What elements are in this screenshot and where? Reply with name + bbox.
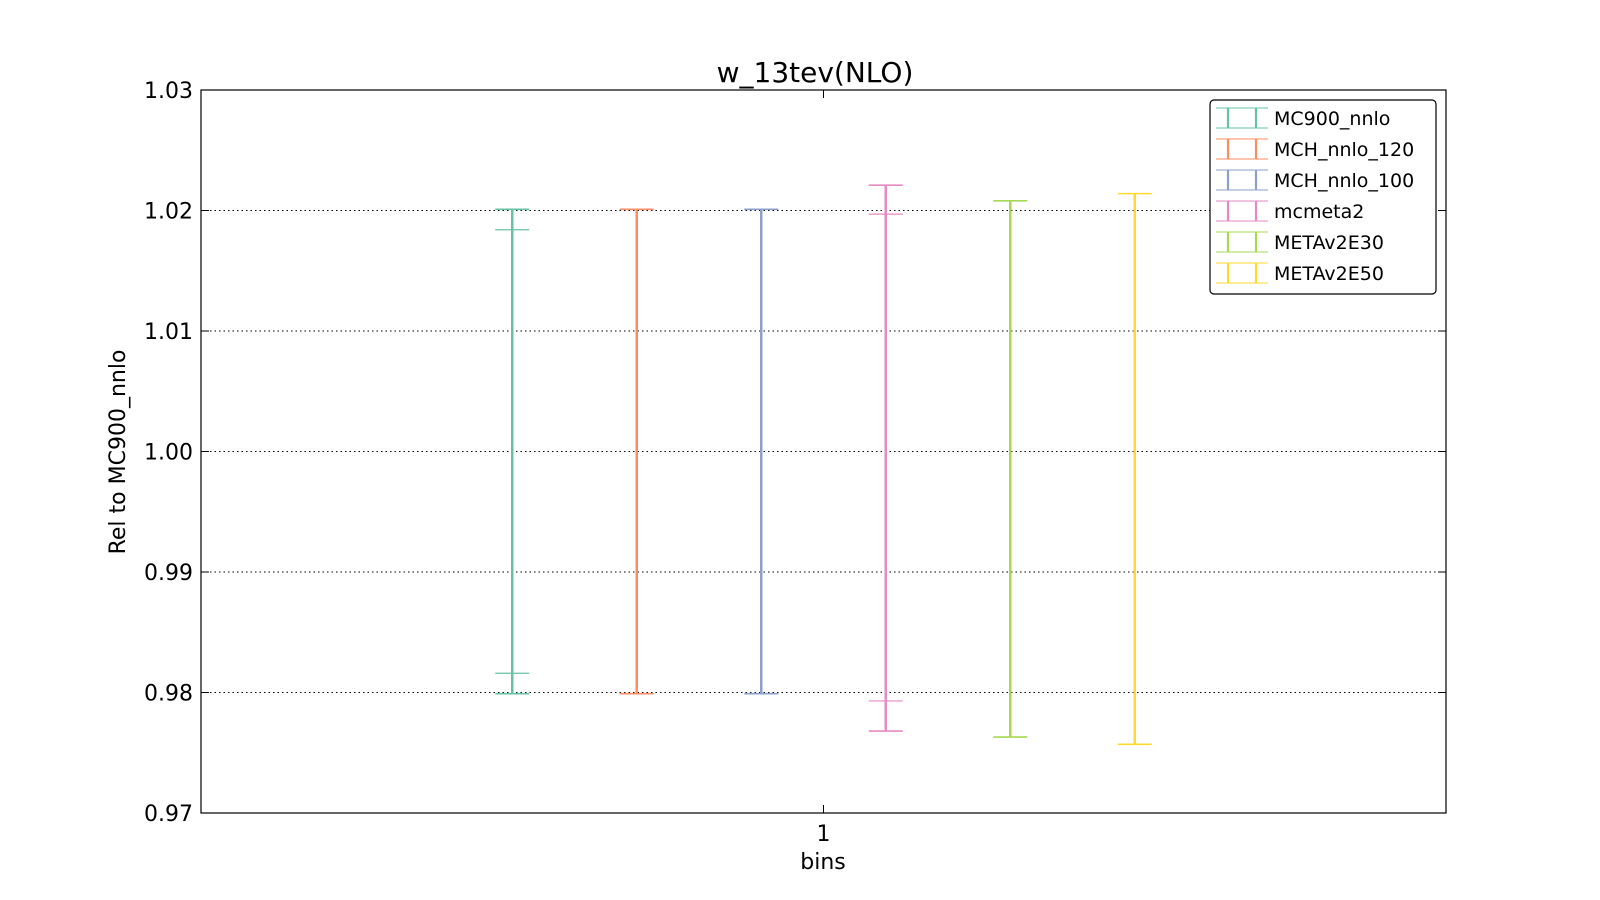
y-axis: 0.97 0.98 0.99 1.00 1.01 1.02 1.03 (144, 79, 1446, 827)
error-bar-MCH_nnlo_120 (619, 208, 654, 695)
legend-label: MCH_nnlo_120 (1274, 139, 1414, 161)
error-bar-METAv2E50 (1117, 192, 1152, 746)
y-tick-label: 0.99 (144, 561, 193, 586)
legend-item-METAv2E30: METAv2E30 (1216, 231, 1384, 254)
x-tick-label: 1 (817, 822, 831, 847)
legend-item-MCH_nnlo_120: MCH_nnlo_120 (1216, 138, 1414, 161)
y-tick-label: 1.01 (144, 320, 193, 345)
y-axis-label: Rel to MC900_nnlo (106, 350, 131, 555)
error-bar-mcmeta2 (868, 184, 903, 732)
legend-label: MCH_nnlo_100 (1274, 170, 1414, 192)
error-bar-METAv2E30 (993, 200, 1028, 738)
legend: MC900_nnlo MCH_nnlo_120 MCH_nnlo_100mcmeta… (1209, 99, 1437, 295)
y-tick-label: 0.97 (144, 802, 193, 827)
y-tick-label: 1.00 (144, 441, 193, 466)
legend-item-MCH_nnlo_100: MCH_nnlo_100 (1216, 169, 1414, 192)
legend-label: mcmeta2 (1274, 201, 1364, 223)
y-tick-label: 0.98 (144, 682, 193, 707)
legend-label: METAv2E50 (1274, 263, 1384, 285)
error-bar-MC900_nnlo (495, 208, 530, 695)
x-axis: 1 (817, 90, 831, 847)
chart-title: w_13tev(NLO) (717, 56, 914, 89)
error-bars (495, 184, 1152, 746)
legend-item-MC900_nnlo: MC900_nnlo (1216, 107, 1390, 130)
y-tick-label: 1.02 (144, 200, 193, 225)
legend-box (1209, 99, 1437, 295)
x-axis-label: bins (800, 850, 845, 875)
error-bar-MCH_nnlo_100 (744, 208, 779, 695)
legend-item-mcmeta2: mcmeta2 (1216, 200, 1364, 223)
legend-label: METAv2E30 (1274, 232, 1384, 254)
legend-label: MC900_nnlo (1274, 108, 1390, 130)
grid-lines (201, 210, 1446, 693)
y-tick-label: 1.03 (144, 79, 193, 104)
legend-item-METAv2E50: METAv2E50 (1216, 262, 1384, 285)
